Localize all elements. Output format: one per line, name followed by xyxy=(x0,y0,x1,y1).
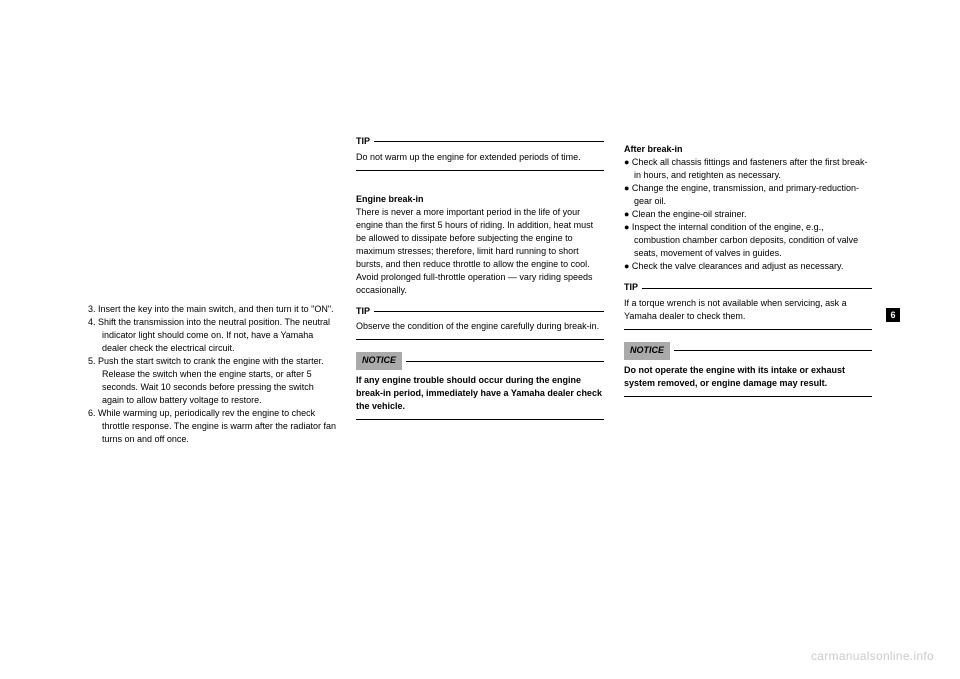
step-5: 5. Push the start switch to crank the en… xyxy=(88,355,336,407)
tip-rule xyxy=(642,288,872,289)
break-in-body: There is never a more important period i… xyxy=(356,206,604,297)
bullet-item: ● Clean the engine-oil strainer. xyxy=(624,208,872,221)
tip-text-3: If a torque wrench is not available when… xyxy=(624,297,872,323)
bullet-item: ● Inspect the internal condition of the … xyxy=(624,221,872,260)
tip-header-3: TIP xyxy=(624,281,872,295)
column-left: 3. Insert the key into the main switch, … xyxy=(88,135,336,565)
tip-label: TIP xyxy=(624,281,642,295)
illustration-placeholder xyxy=(88,163,336,303)
tip-rule xyxy=(374,311,604,312)
notice-header: NOTICE xyxy=(356,352,604,370)
watermark: carmanualsonline.info xyxy=(811,649,934,663)
bullet-item: ● Check the valve clearances and adjust … xyxy=(624,260,872,273)
notice-rule xyxy=(406,361,604,362)
step-3: 3. Insert the key into the main switch, … xyxy=(88,303,336,316)
bullet-item: ● Change the engine, transmission, and p… xyxy=(624,182,872,208)
tip-rule xyxy=(374,141,604,142)
step-6: 6. While warming up, periodically rev th… xyxy=(88,407,336,446)
step-4: 4. Shift the transmission into the neutr… xyxy=(88,316,336,355)
notice-header-2: NOTICE xyxy=(624,342,872,360)
section-rule xyxy=(624,396,872,397)
notice-label: NOTICE xyxy=(356,352,402,370)
column-right: After break-in ● Check all chassis fitti… xyxy=(624,135,872,565)
notice-text: If any engine trouble should occur durin… xyxy=(356,374,604,413)
section-rule xyxy=(356,170,604,171)
tip-text-2: Observe the condition of the engine care… xyxy=(356,320,604,333)
notice-rule xyxy=(674,350,872,351)
tip-header-1: TIP xyxy=(356,135,604,149)
tip-label: TIP xyxy=(356,305,374,319)
manual-page: 3. Insert the key into the main switch, … xyxy=(88,135,872,565)
page-section-number: 6 xyxy=(890,310,895,320)
section-rule xyxy=(356,339,604,340)
column-middle: TIP Do not warm up the engine for extend… xyxy=(356,135,604,565)
tip-text-1: Do not warm up the engine for extended p… xyxy=(356,151,604,164)
notice-label: NOTICE xyxy=(624,342,670,360)
tip-header-2: TIP xyxy=(356,305,604,319)
bullet-item: ● Check all chassis fittings and fastene… xyxy=(624,156,872,182)
section-rule xyxy=(624,329,872,330)
section-rule xyxy=(356,419,604,420)
tip-label: TIP xyxy=(356,135,374,149)
page-section-tab: 6 xyxy=(886,308,900,322)
after-break-in-title: After break-in xyxy=(624,143,872,156)
notice-text-2: Do not operate the engine with its intak… xyxy=(624,364,872,390)
break-in-title: Engine break-in xyxy=(356,193,604,206)
